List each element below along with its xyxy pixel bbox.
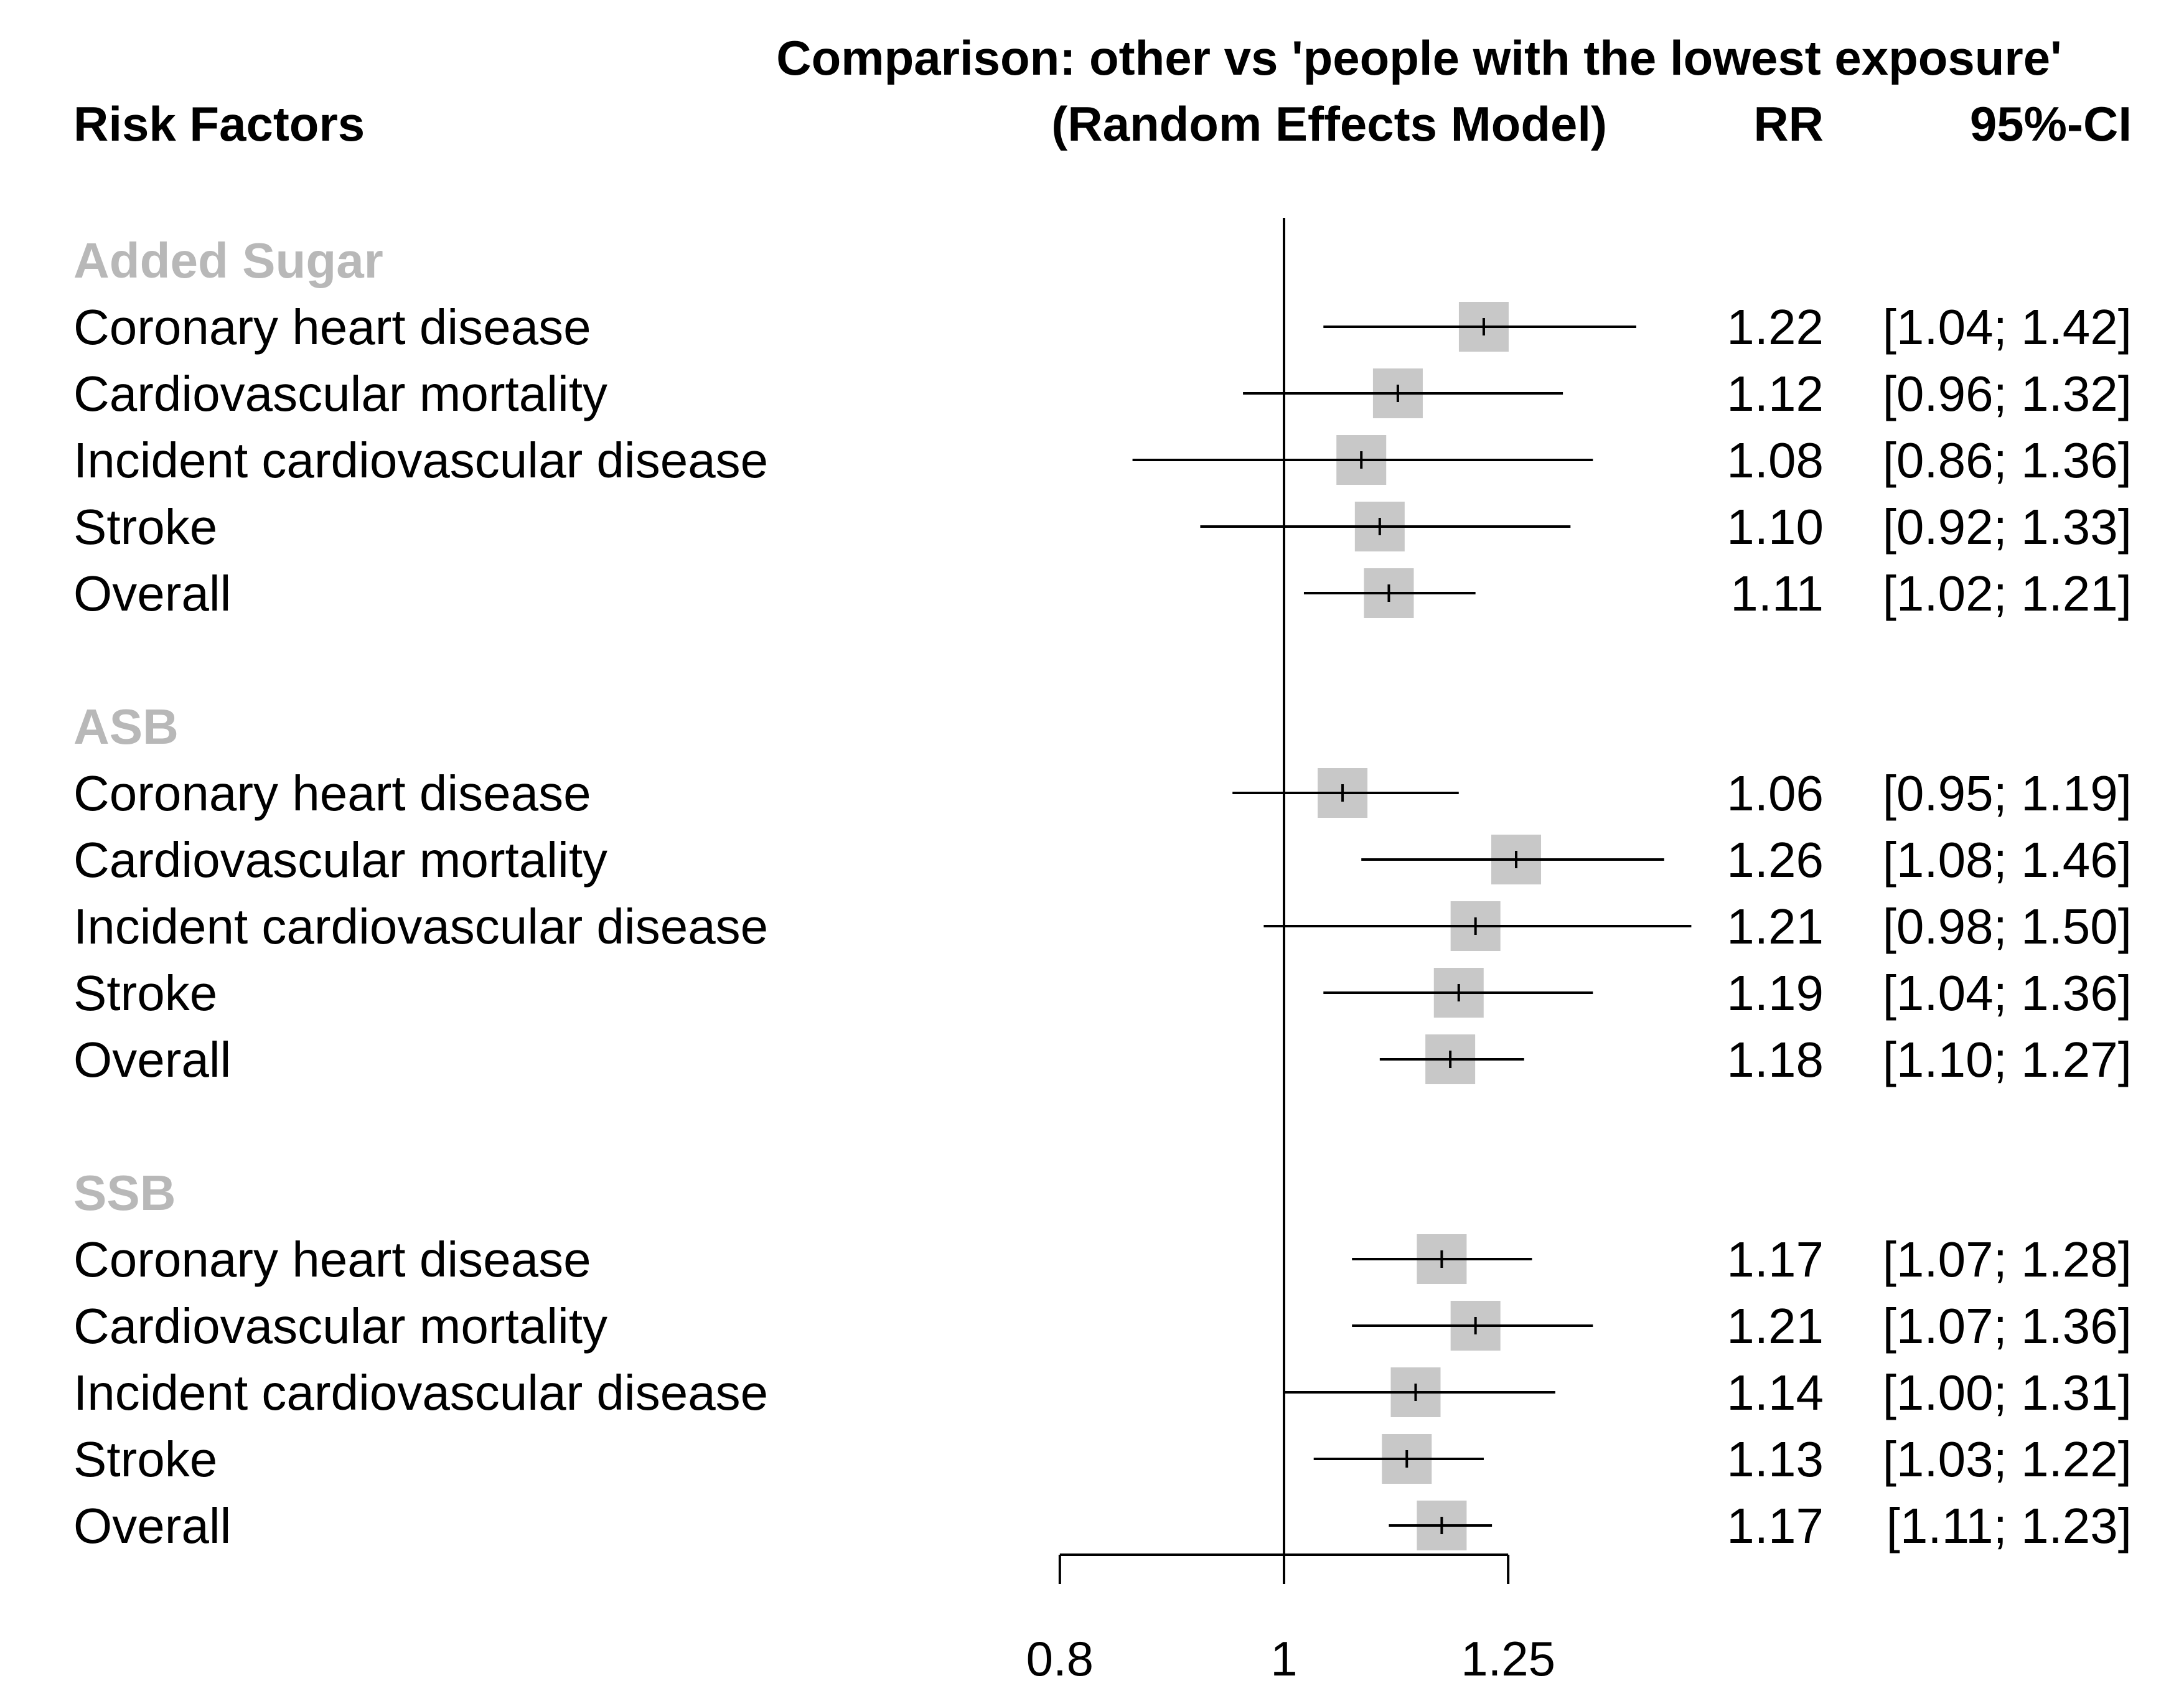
x-tick-label: 1.25: [1461, 1631, 1555, 1686]
ci-value: [1.07; 1.28]: [1883, 1232, 2132, 1287]
row-label: Overall: [73, 1032, 231, 1087]
group-label: ASB: [73, 699, 179, 754]
rr-value: 1.19: [1727, 965, 1824, 1021]
rr-value: 1.06: [1727, 766, 1824, 821]
rr-value: 1.11: [1730, 566, 1824, 621]
ci-value: [1.08; 1.46]: [1883, 832, 2132, 888]
ci-value: [0.86; 1.36]: [1883, 433, 2132, 488]
row-label: Stroke: [73, 1432, 217, 1487]
row-label: Cardiovascular mortality: [73, 1298, 607, 1354]
x-tick-label: 0.8: [1026, 1631, 1094, 1686]
row-label: Stroke: [73, 499, 217, 555]
ci-value: [1.03; 1.22]: [1883, 1432, 2132, 1487]
group-label: Added Sugar: [73, 233, 383, 288]
row-label: Cardiovascular mortality: [73, 832, 607, 888]
col-header-rr: RR: [1753, 96, 1824, 151]
row-label: Incident cardiovascular disease: [73, 433, 768, 488]
ci-value: [1.04; 1.42]: [1883, 299, 2132, 355]
ci-value: [1.00; 1.31]: [1883, 1365, 2132, 1420]
col-header-risk-factors: Risk Factors: [73, 96, 365, 151]
chart-title: Comparison: other vs 'people with the lo…: [776, 30, 2061, 85]
chart-subtitle: (Random Effects Model): [1051, 96, 1607, 151]
ci-value: [0.96; 1.32]: [1883, 366, 2132, 421]
row-label: Stroke: [73, 965, 217, 1021]
rr-value: 1.08: [1727, 433, 1824, 488]
row-label: Overall: [73, 1498, 231, 1553]
row-label: Coronary heart disease: [73, 299, 591, 355]
row-label: Coronary heart disease: [73, 766, 591, 821]
ci-value: [1.02; 1.21]: [1883, 566, 2132, 621]
rr-value: 1.12: [1727, 366, 1824, 421]
rr-value: 1.14: [1727, 1365, 1824, 1420]
rr-value: 1.17: [1727, 1498, 1824, 1553]
rr-value: 1.13: [1727, 1432, 1824, 1487]
ci-value: [1.10; 1.27]: [1883, 1032, 2132, 1087]
group-label: SSB: [73, 1165, 176, 1221]
ci-value: [0.95; 1.19]: [1883, 766, 2132, 821]
row-label: Coronary heart disease: [73, 1232, 591, 1287]
ci-value: [0.98; 1.50]: [1883, 899, 2132, 954]
row-label: Overall: [73, 566, 231, 621]
x-tick-label: 1: [1270, 1631, 1297, 1686]
rr-value: 1.17: [1727, 1232, 1824, 1287]
col-header-ci: 95%-CI: [1970, 96, 2132, 151]
ci-value: [1.04; 1.36]: [1883, 965, 2132, 1021]
rr-value: 1.18: [1727, 1032, 1824, 1087]
row-label: Incident cardiovascular disease: [73, 899, 768, 954]
rr-value: 1.21: [1727, 1298, 1824, 1354]
rr-value: 1.21: [1727, 899, 1824, 954]
rr-value: 1.26: [1727, 832, 1824, 888]
row-label: Incident cardiovascular disease: [73, 1365, 768, 1420]
ci-value: [1.11; 1.23]: [1886, 1498, 2132, 1553]
ci-value: [1.07; 1.36]: [1883, 1298, 2132, 1354]
row-label: Cardiovascular mortality: [73, 366, 607, 421]
rr-value: 1.10: [1727, 499, 1824, 555]
rr-value: 1.22: [1727, 299, 1824, 355]
ci-value: [0.92; 1.33]: [1883, 499, 2132, 555]
